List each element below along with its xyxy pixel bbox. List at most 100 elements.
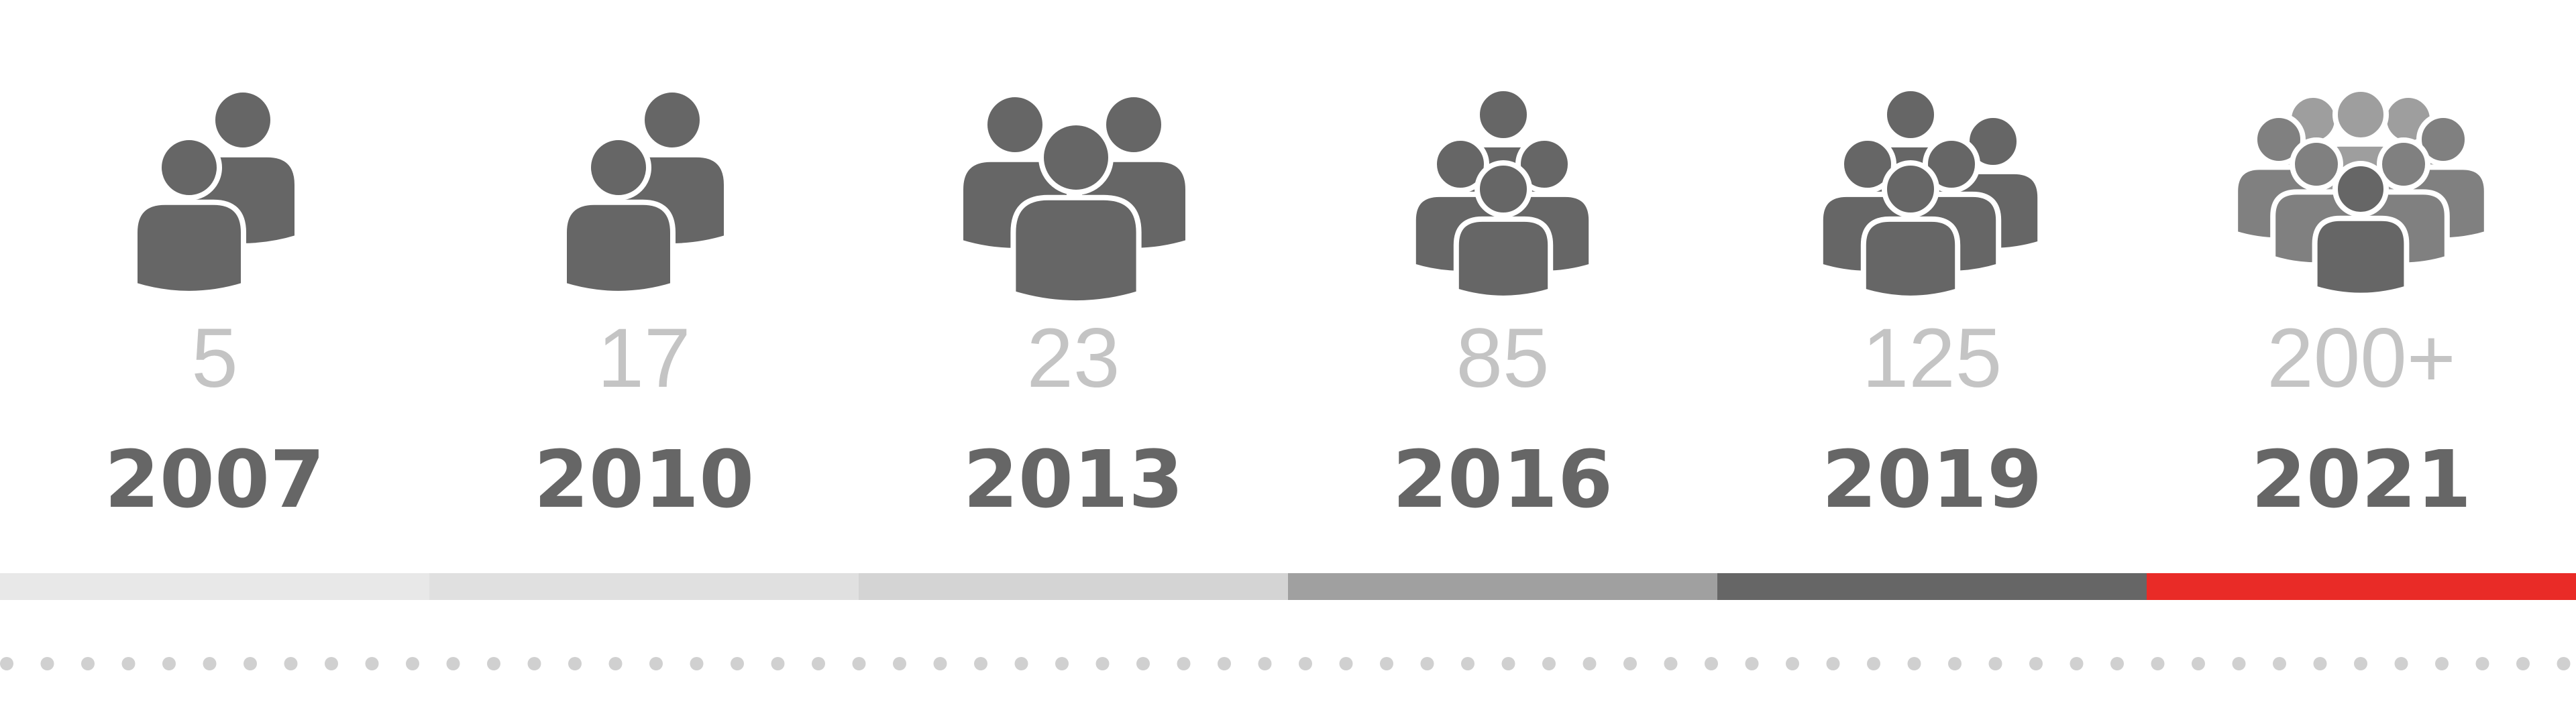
year-label: 2010 xyxy=(533,433,755,526)
divider-dot xyxy=(649,657,663,670)
divider-dot xyxy=(2273,657,2286,670)
year-label: 2019 xyxy=(1821,433,2043,526)
divider-dot xyxy=(1258,657,1272,670)
divider-dot xyxy=(406,657,419,670)
divider-dot xyxy=(933,657,947,670)
divider-dot xyxy=(2029,657,2043,670)
divider-dot xyxy=(893,657,906,670)
divider-dot xyxy=(1786,657,1799,670)
divider-dot xyxy=(0,657,13,670)
member-count: 23 xyxy=(1026,312,1120,405)
three-people-icon xyxy=(958,92,1191,306)
year-label: 2013 xyxy=(963,433,1184,526)
divider-dot xyxy=(731,657,744,670)
divider-dot xyxy=(284,657,298,670)
divider-dot xyxy=(1826,657,1840,670)
divider-dot xyxy=(1542,657,1556,670)
person-figure xyxy=(1860,160,1961,301)
divider-dot xyxy=(2475,657,2489,670)
divider-dot xyxy=(812,657,825,670)
member-count: 125 xyxy=(1862,312,2002,405)
divider-dot xyxy=(365,657,379,670)
timeline-column-4: 125 2019 xyxy=(1717,0,2147,724)
divider-dot xyxy=(325,657,338,670)
divider-dot xyxy=(1380,657,1393,670)
divider-dot xyxy=(2557,657,2571,670)
timeline-bar-segment xyxy=(2147,573,2576,600)
divider-dot xyxy=(1339,657,1353,670)
divider-dot xyxy=(1988,657,2002,670)
timeline-column-3: 85 2016 xyxy=(1288,0,1717,724)
divider-dot xyxy=(1907,657,1921,670)
divider-dot xyxy=(244,657,257,670)
person-figure xyxy=(2312,161,2410,298)
year-label: 2021 xyxy=(2251,433,2472,526)
divider-dot xyxy=(1867,657,1880,670)
divider-dot xyxy=(81,657,95,670)
divider-dot xyxy=(1705,657,1718,670)
divider-dot xyxy=(1501,657,1515,670)
divider-dot xyxy=(527,657,541,670)
timeline-column-2: 23 2013 xyxy=(859,0,1288,724)
divider-dot xyxy=(1299,657,1312,670)
divider-dot xyxy=(40,657,54,670)
divider-dot xyxy=(1664,657,1678,670)
divider-dot xyxy=(121,657,136,670)
timeline-column-5: 200+ 2021 xyxy=(2147,0,2576,724)
divider-dot xyxy=(1055,657,1069,670)
year-label: 2016 xyxy=(1392,433,1613,526)
person-figure xyxy=(1453,160,1554,301)
person-figure xyxy=(1010,120,1142,306)
member-count: 17 xyxy=(597,312,691,405)
divider-dot xyxy=(446,657,460,670)
member-count: 5 xyxy=(191,312,238,405)
person-figure xyxy=(1077,92,1191,253)
divider-dot xyxy=(1948,657,1962,670)
divider-dot xyxy=(690,657,704,670)
group-icon xyxy=(1817,86,2043,301)
divider-dot xyxy=(162,657,176,670)
member-count: 200+ xyxy=(2267,312,2456,405)
divider-dot xyxy=(1014,657,1028,670)
divider-dot xyxy=(2232,657,2246,670)
divider-dot xyxy=(2192,657,2205,670)
divider-dot xyxy=(1420,657,1434,670)
two-people-icon xyxy=(132,87,300,296)
timeline-bar-segment xyxy=(859,573,1288,600)
divider-dot xyxy=(2435,657,2449,670)
group-icon xyxy=(1410,86,1595,301)
divider-dot xyxy=(1218,657,1231,670)
divider-dot xyxy=(2354,657,2367,670)
divider-dot xyxy=(1623,657,1637,670)
timeline-bar-segment xyxy=(1717,573,2147,600)
divider-dot xyxy=(974,657,987,670)
timeline-column-0: 5 2007 xyxy=(0,0,429,724)
member-count: 85 xyxy=(1456,312,1550,405)
divider-dot xyxy=(2516,657,2530,670)
divider-dot xyxy=(1095,657,1110,670)
divider-dot xyxy=(1136,657,1150,670)
year-label: 2007 xyxy=(104,433,325,526)
timeline-bar-segment xyxy=(1288,573,1717,600)
divider-dot xyxy=(1582,657,1597,670)
divider-dot xyxy=(1177,657,1191,670)
timeline-column-1: 17 2010 xyxy=(429,0,859,724)
divider-dot xyxy=(487,657,500,670)
divider-dot xyxy=(771,657,785,670)
divider-dot xyxy=(2394,657,2408,670)
person-figure xyxy=(132,135,246,296)
divider-dot xyxy=(2151,657,2165,670)
two-people-icon xyxy=(561,87,729,296)
timeline-bar-segment xyxy=(429,573,859,600)
divider-dot xyxy=(2313,657,2327,670)
timeline-bar-segment xyxy=(0,573,429,600)
divider-dot xyxy=(2110,657,2124,670)
divider-dot xyxy=(1745,657,1759,670)
divider-dot xyxy=(608,657,623,670)
crowd-icon xyxy=(2233,86,2489,298)
divider-dot xyxy=(2070,657,2084,670)
dotted-divider xyxy=(0,657,2571,670)
divider-dot xyxy=(852,657,866,670)
divider-dot xyxy=(1461,657,1474,670)
divider-dot xyxy=(203,657,217,670)
